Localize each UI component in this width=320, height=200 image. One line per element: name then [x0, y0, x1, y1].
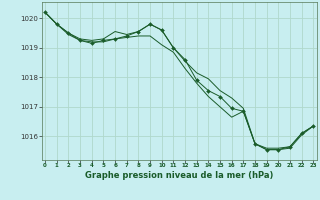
X-axis label: Graphe pression niveau de la mer (hPa): Graphe pression niveau de la mer (hPa) — [85, 171, 273, 180]
